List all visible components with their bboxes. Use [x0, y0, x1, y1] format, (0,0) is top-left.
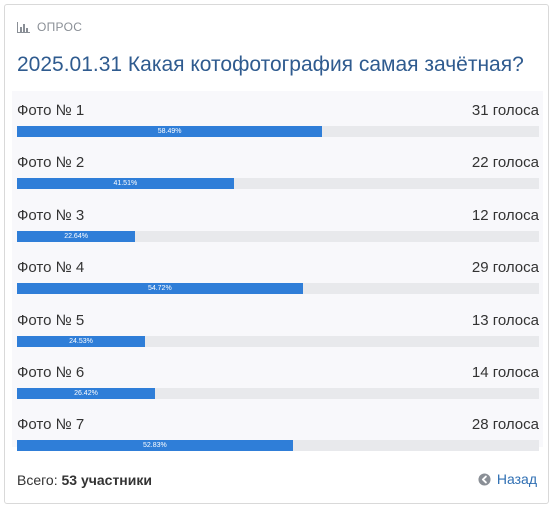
option-label: Фото № 4 [17, 259, 85, 276]
option-votes: 12 голоса [471, 207, 539, 224]
option-progress-track: 24.53% [17, 336, 539, 347]
option-label: Фото № 5 [17, 312, 85, 329]
option-progress-fill: 52.83% [17, 440, 293, 451]
option-progress-track: 58.49% [17, 126, 539, 137]
option-progress-track: 26.42% [17, 388, 539, 399]
option-votes: 22 голоса [471, 154, 539, 171]
poll-option: Фото № 4 29 голоса 54.72% [12, 248, 543, 300]
poll-title: 2025.01.31 Какая котофотография самая за… [17, 53, 524, 76]
poll-option: Фото № 7 28 голоса 52.83% [12, 405, 543, 457]
option-progress-fill: 54.72% [17, 283, 303, 294]
option-progress-fill: 26.42% [17, 388, 155, 399]
option-votes: 14 голоса [471, 364, 539, 381]
back-label: Назад [496, 471, 537, 487]
option-progress-fill: 58.49% [17, 126, 323, 137]
poll-option: Фото № 3 12 голоса 22.64% [12, 196, 543, 248]
poll-option: Фото № 6 14 голоса 26.42% [12, 353, 543, 405]
option-progress-fill: 24.53% [17, 336, 146, 347]
option-votes: 28 голоса [471, 416, 539, 433]
poll-header-label: ОПРОС [37, 20, 83, 34]
option-label: Фото № 2 [17, 154, 85, 171]
option-label: Фото № 3 [17, 207, 85, 224]
total-value: 53 участники [61, 472, 152, 488]
option-label: Фото № 6 [17, 364, 85, 381]
option-progress-track: 41.51% [17, 178, 539, 189]
option-progress-track: 52.83% [17, 440, 539, 451]
option-votes: 13 голоса [471, 312, 539, 329]
option-votes: 29 голоса [471, 259, 539, 276]
bar-chart-icon [17, 21, 30, 33]
poll-option: Фото № 2 22 голоса 41.51% [12, 143, 543, 195]
option-progress-fill: 41.51% [17, 178, 234, 189]
back-button[interactable]: Назад [478, 471, 537, 487]
poll-card: ОПРОС 2025.01.31 Какая котофотография са… [4, 4, 549, 504]
option-progress-fill: 22.64% [17, 231, 136, 242]
total-label: Всего: [17, 472, 58, 488]
poll-option: Фото № 1 31 голоса 58.49% [12, 91, 543, 143]
option-progress-track: 54.72% [17, 283, 539, 294]
total-participants: Всего: 53 участники [17, 472, 152, 488]
option-votes: 31 голоса [471, 102, 539, 119]
option-label: Фото № 7 [17, 416, 85, 433]
option-progress-track: 22.64% [17, 231, 539, 242]
poll-options: Фото № 1 31 голоса 58.49% Фото № 2 22 голоса… [12, 91, 543, 451]
arrow-left-circle-icon [478, 472, 491, 486]
poll-option: Фото № 5 13 голоса 24.53% [12, 301, 543, 353]
option-label: Фото № 1 [17, 102, 85, 119]
poll-header: ОПРОС [17, 20, 82, 34]
